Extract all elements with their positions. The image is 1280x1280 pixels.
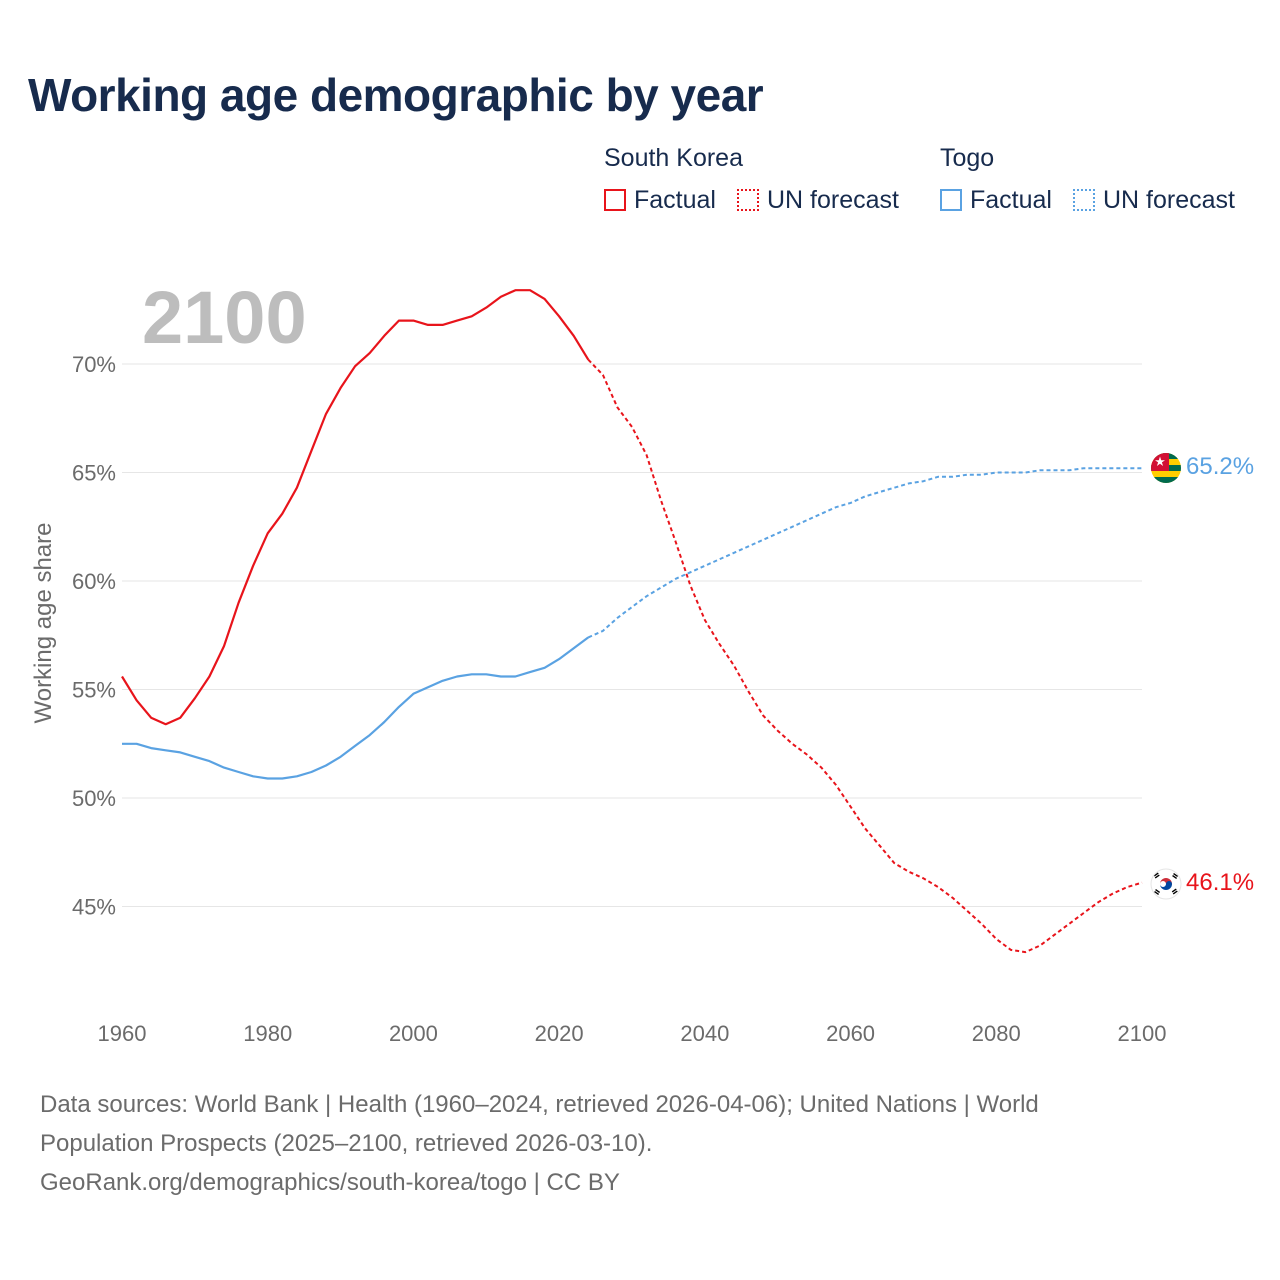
south-korea-factual-line[interactable]	[121, 289, 590, 726]
togo-forecast-line[interactable]	[587, 467, 1142, 639]
legend-label: Factual	[634, 185, 716, 214]
legend-group-togo: Togo	[940, 144, 995, 172]
togo-factual-line[interactable]	[122, 636, 589, 780]
x-tick-label: 1980	[243, 1021, 292, 1046]
line-chart: 2100 Working age share 45% 50% 55% 60% 65% 70…	[30, 276, 1254, 1046]
legend-south-korea-forecast[interactable]: UN forecast	[737, 184, 899, 216]
x-tick-label: 2100	[1118, 1021, 1167, 1046]
y-tick-label: 60%	[72, 569, 116, 594]
data-sources-footer: Data sources: World Bank | Health (1960–…	[40, 1085, 1240, 1202]
legend-label: UN forecast	[1103, 185, 1235, 214]
legend-togo-forecast[interactable]: UN forecast	[1073, 184, 1235, 216]
footer-source-link[interactable]: GeoRank.org/demographics/south-korea/tog…	[40, 1169, 620, 1196]
legend-togo-factual[interactable]: Factual	[940, 184, 1052, 216]
south-korea-forecast-line[interactable]	[587, 359, 1143, 954]
x-tick-label: 2060	[826, 1021, 875, 1046]
south-korea-flag-icon	[1150, 868, 1182, 900]
x-tick-label: 1960	[98, 1021, 147, 1046]
y-tick-label: 45%	[72, 895, 116, 920]
legend-swatch-solid-icon	[604, 189, 626, 211]
x-tick-label: 2000	[389, 1021, 438, 1046]
legend-swatch-dotted-icon	[1073, 189, 1095, 211]
x-tick-label: 2080	[972, 1021, 1021, 1046]
legend-label: Factual	[970, 185, 1052, 214]
legend-south-korea-factual[interactable]: Factual	[604, 184, 716, 216]
y-tick-label: 50%	[72, 786, 116, 811]
footer-line: Data sources: World Bank | Health (1960–…	[40, 1091, 1039, 1118]
south-korea-end-value-label: 46.1%	[1186, 869, 1254, 896]
footer-line: Population Prospects (2025–2100, retriev…	[40, 1130, 653, 1157]
y-axis-label: Working age share	[30, 523, 57, 724]
togo-flag-icon	[1151, 453, 1181, 483]
legend-label: UN forecast	[767, 185, 899, 214]
year-watermark: 2100	[142, 276, 307, 359]
x-tick-label: 2020	[535, 1021, 584, 1046]
y-tick-label: 70%	[72, 352, 116, 377]
y-tick-label: 55%	[72, 678, 116, 703]
legend-swatch-dotted-icon	[737, 189, 759, 211]
chart-title: Working age demographic by year	[28, 69, 764, 121]
legend-group-south-korea: South Korea	[604, 144, 743, 172]
legend-swatch-solid-icon	[940, 189, 962, 211]
x-tick-label: 2040	[680, 1021, 729, 1046]
togo-end-value-label: 65.2%	[1186, 453, 1254, 480]
y-tick-label: 65%	[72, 461, 116, 486]
